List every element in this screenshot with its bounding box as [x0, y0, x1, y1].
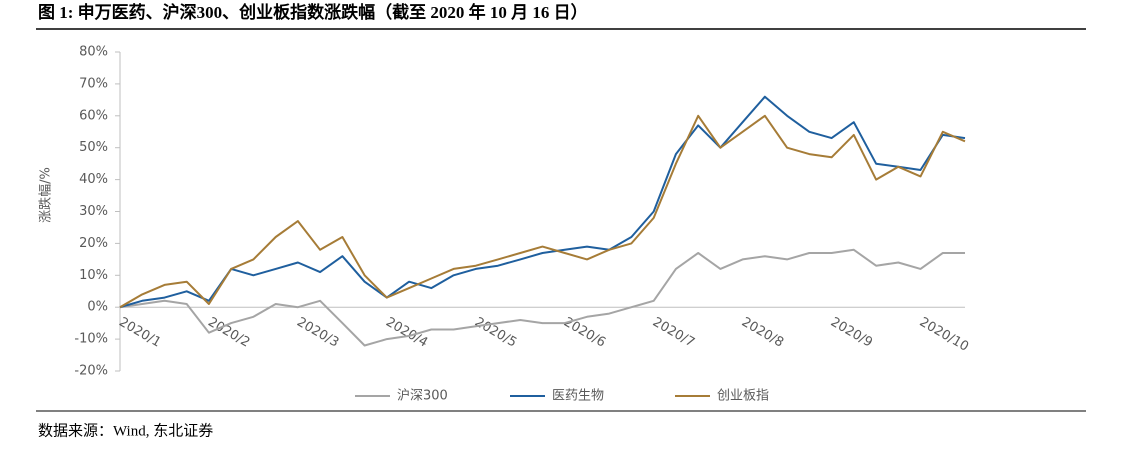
x-tick-label: 2020/9: [828, 315, 875, 351]
legend-label: 医药生物: [552, 389, 604, 404]
y-tick-label: 60%: [79, 108, 108, 123]
series-line: [119, 95, 966, 309]
chart-title: 图 1: 申万医药、沪深300、创业板指数涨跌幅（截至 2020 年 10 月 …: [38, 2, 588, 22]
y-tick-label: 10%: [79, 268, 108, 283]
y-tick-label: 20%: [79, 236, 108, 251]
y-tick-label: 80%: [79, 45, 108, 60]
y-tick-label: -10%: [74, 332, 108, 347]
legend-label: 沪深300: [397, 388, 448, 404]
x-tick-label: 2020/10: [917, 315, 971, 355]
x-tick-label: 2020/3: [294, 315, 341, 351]
y-tick-label: 0%: [87, 300, 108, 315]
source: 数据来源：Wind, 东北证券: [38, 422, 213, 439]
y-tick-label: 50%: [79, 140, 108, 155]
x-tick-label: 2020/7: [650, 315, 697, 351]
series-line: [119, 114, 966, 309]
y-tick-label: 40%: [79, 172, 108, 187]
x-tick-label: 2020/5: [472, 315, 519, 351]
x-tick-label: 2020/1: [116, 315, 163, 351]
legend-label: 创业板指: [717, 389, 769, 404]
series-line: [119, 248, 965, 347]
y-tick-label: 30%: [79, 204, 108, 219]
x-tick-label: 2020/6: [561, 315, 608, 351]
y-tick-label: 70%: [79, 76, 108, 91]
y-axis-label: 涨跌幅/%: [38, 167, 54, 223]
y-tick-label: -20%: [74, 364, 108, 379]
x-tick-label: 2020/8: [739, 315, 786, 351]
